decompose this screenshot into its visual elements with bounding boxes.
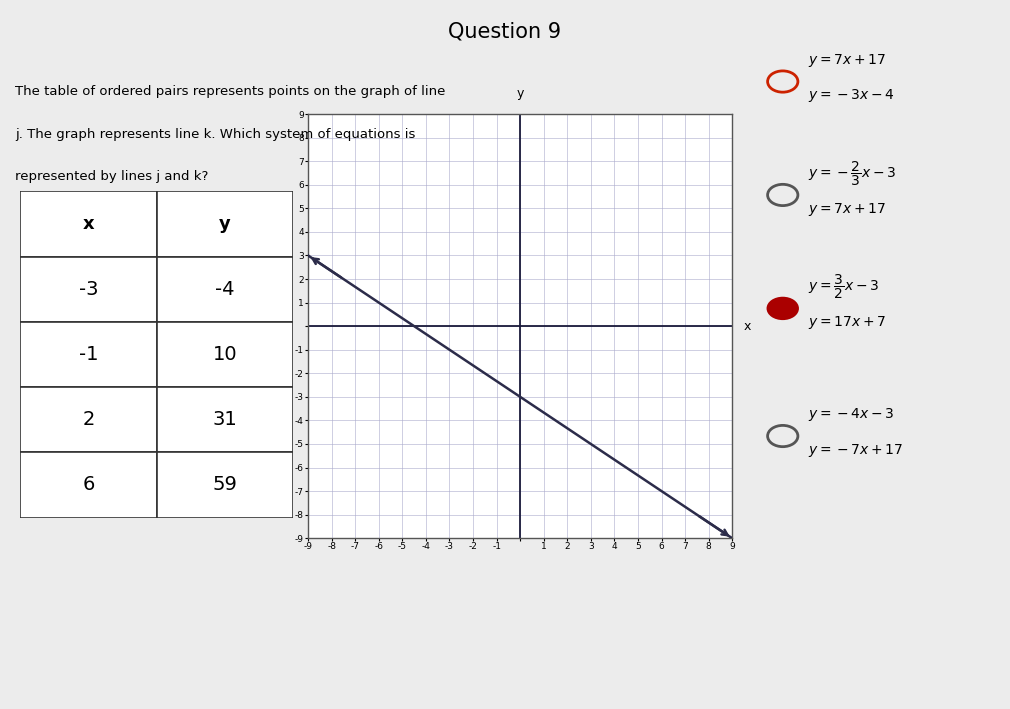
Text: $y = 7x + 17$: $y = 7x + 17$ (808, 201, 886, 218)
Text: -4: -4 (215, 280, 234, 298)
Bar (20, 452, 157, 518)
Text: $y = \dfrac{3}{2}x - 3$: $y = \dfrac{3}{2}x - 3$ (808, 273, 879, 301)
Text: y: y (219, 215, 230, 233)
Text: x: x (744, 320, 751, 333)
Text: $y = 7x + 17$: $y = 7x + 17$ (808, 52, 886, 69)
Text: 10: 10 (212, 345, 237, 364)
Text: $y = -3x - 4$: $y = -3x - 4$ (808, 87, 895, 104)
Text: represented by lines j and k?: represented by lines j and k? (15, 170, 208, 183)
Bar (20, 387, 157, 452)
Bar (20, 257, 157, 322)
Text: $y = -7x + 17$: $y = -7x + 17$ (808, 442, 903, 459)
Text: -1: -1 (79, 345, 98, 364)
Text: -3: -3 (79, 280, 98, 298)
Bar (157, 257, 293, 322)
Text: x: x (83, 215, 94, 233)
Bar (157, 322, 293, 387)
Bar (157, 387, 293, 452)
Text: The table of ordered pairs represents points on the graph of line: The table of ordered pairs represents po… (15, 85, 445, 98)
Bar (157, 452, 293, 518)
Bar (20, 322, 157, 387)
Text: 6: 6 (82, 476, 95, 494)
Bar (20, 191, 157, 257)
Text: 59: 59 (212, 476, 237, 494)
Text: $y = -\dfrac{2}{3}x - 3$: $y = -\dfrac{2}{3}x - 3$ (808, 160, 896, 188)
Text: Question 9: Question 9 (448, 21, 562, 41)
Text: 31: 31 (212, 411, 237, 429)
Text: j. The graph represents line k. Which system of equations is: j. The graph represents line k. Which sy… (15, 128, 415, 140)
Bar (157, 191, 293, 257)
Text: $y = 17x + 7$: $y = 17x + 7$ (808, 314, 886, 331)
Text: $y = -4x - 3$: $y = -4x - 3$ (808, 406, 895, 423)
Text: 2: 2 (82, 411, 95, 429)
Text: y: y (516, 87, 524, 100)
